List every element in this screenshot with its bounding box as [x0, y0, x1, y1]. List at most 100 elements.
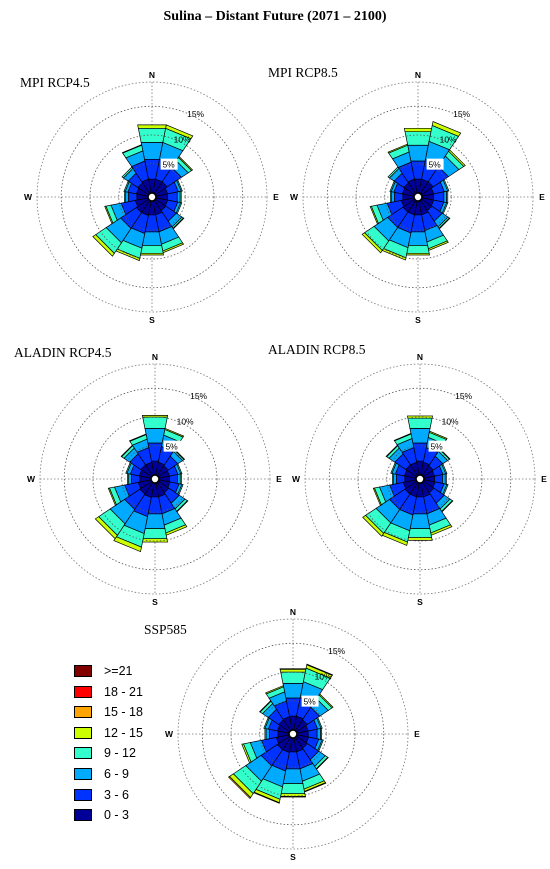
rose-sector	[393, 473, 397, 485]
rose-sector	[124, 191, 126, 203]
legend-item: 15 - 18	[74, 704, 184, 725]
direction-label: N	[290, 607, 296, 617]
rose-hub	[150, 474, 160, 484]
rose-sector	[428, 430, 448, 440]
direction-label: E	[539, 192, 545, 202]
rose-sector	[142, 416, 168, 429]
rose-sector	[316, 728, 321, 740]
rose-sector	[164, 427, 185, 438]
legend-label: 9 - 12	[104, 746, 136, 761]
page-title: Sulina – Distant Future (2071 – 2100)	[163, 9, 387, 24]
rose-sector	[446, 190, 449, 204]
rose-sector	[178, 155, 194, 171]
rose-sector	[125, 191, 129, 203]
ring-label: 10%	[177, 416, 194, 426]
rose-sector	[407, 537, 433, 541]
rose-sector	[179, 190, 182, 204]
rose-sector	[127, 473, 129, 485]
rose-sector	[362, 514, 385, 537]
legend-item: 12 - 15	[74, 725, 184, 746]
rose-sector	[320, 727, 323, 741]
rose-sector	[409, 513, 431, 529]
rose-sector	[179, 473, 182, 485]
legend-item: >=21	[74, 663, 184, 684]
direction-label: S	[149, 315, 155, 325]
ring-label-bg	[428, 440, 446, 452]
rose-sector	[282, 682, 304, 699]
rose-sector	[280, 783, 306, 795]
direction-label: W	[27, 474, 36, 484]
rose-sector	[104, 205, 114, 225]
legend-item: 18 - 21	[74, 684, 184, 705]
rose-sector	[407, 144, 429, 162]
ring	[63, 387, 247, 571]
rose-sector	[282, 768, 304, 784]
rose-hub	[288, 729, 298, 739]
legend-swatch	[74, 809, 92, 822]
rose-sector	[280, 796, 306, 798]
direction-label: S	[290, 852, 296, 862]
ring	[201, 642, 385, 826]
rose-sector	[241, 743, 252, 764]
direction-label: N	[415, 70, 421, 80]
legend-label: 15 - 18	[104, 705, 143, 720]
ring-label: 5%	[303, 697, 316, 707]
rose-sector	[141, 415, 169, 418]
legend-swatch	[74, 706, 92, 719]
rose-sector	[442, 473, 446, 485]
ring	[118, 163, 186, 231]
direction-label: N	[152, 352, 158, 362]
wind-rose: 5% 10% 15% N E S W ALADIN RCP8.5	[268, 342, 547, 607]
direction-label: E	[541, 474, 547, 484]
rose-sector	[176, 463, 183, 475]
wind-rose: 5% 10% 15% N E S W ALADIN RCP4.5	[14, 345, 282, 607]
rose-sector	[318, 693, 334, 709]
ring	[92, 416, 218, 542]
ring-label-bg	[163, 440, 181, 452]
rose-sector	[390, 191, 392, 203]
ring-label: 5%	[165, 442, 178, 452]
ring-label: 10%	[315, 671, 332, 681]
direction-label: E	[414, 729, 420, 739]
ring-label-bg	[301, 695, 319, 707]
rose-hub	[415, 474, 425, 484]
rose-sector	[265, 685, 284, 695]
rose-sector	[403, 127, 433, 133]
panel-title: ALADIN RCP8.5	[268, 342, 366, 357]
direction-label: N	[149, 70, 155, 80]
legend-item: 9 - 12	[74, 745, 184, 766]
rose-sector	[92, 234, 115, 257]
legend-label: >=21	[104, 664, 133, 678]
rose-sector	[140, 245, 164, 254]
rose-sector	[176, 190, 181, 204]
ring	[60, 105, 244, 289]
rose-sector	[144, 427, 166, 444]
rose-sector	[431, 121, 462, 137]
rose-sector	[387, 143, 409, 154]
legend-swatch	[74, 788, 92, 801]
ring	[386, 445, 454, 513]
legend-swatch	[74, 747, 92, 760]
rose-sector	[409, 427, 431, 444]
rose-sector	[140, 142, 164, 160]
rose-sector	[128, 473, 132, 485]
rose-sector	[369, 205, 379, 225]
rose-sector	[406, 245, 430, 254]
direction-label: W	[292, 474, 301, 484]
rose-sector	[265, 728, 270, 740]
panel-title: SSP585	[144, 622, 187, 637]
rose-sector	[94, 516, 118, 540]
direction-label: N	[417, 352, 423, 362]
rose-hub	[413, 192, 423, 202]
rose-sector	[177, 473, 181, 485]
ring	[259, 700, 327, 768]
rose-sector	[393, 432, 412, 442]
ring	[357, 416, 483, 542]
rose-sector	[407, 417, 433, 429]
ring	[89, 134, 215, 260]
direction-label: E	[273, 192, 279, 202]
ring-label: 10%	[174, 134, 191, 144]
rose-sector	[176, 179, 183, 192]
ring-label: 15%	[187, 109, 204, 119]
rose-sector	[316, 716, 323, 729]
